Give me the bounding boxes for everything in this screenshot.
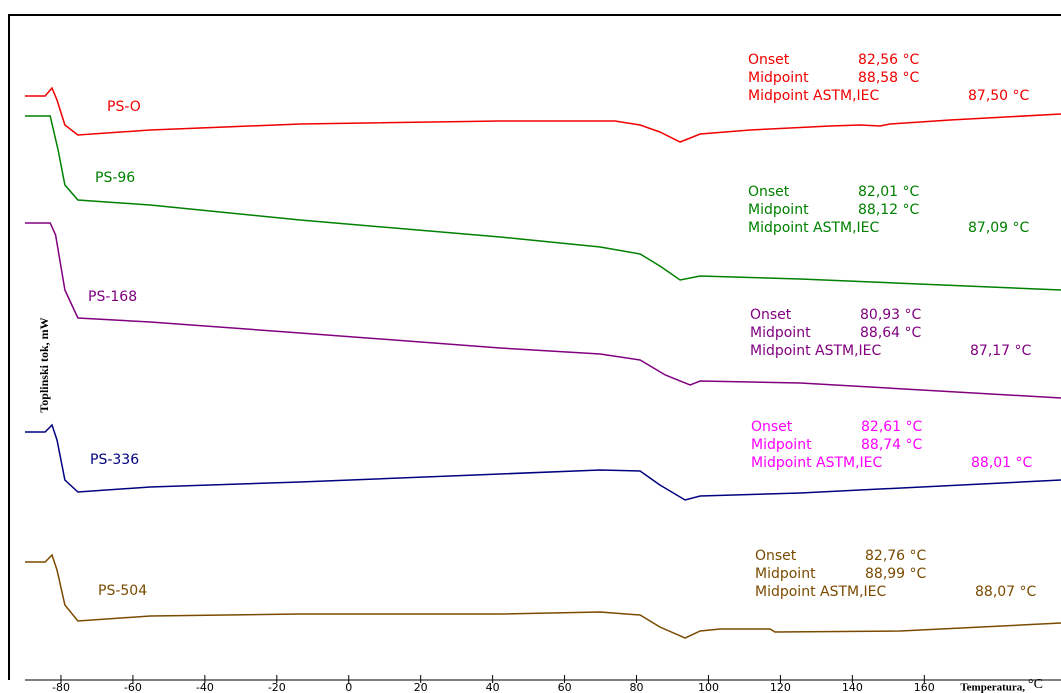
x-axis-unit: °C bbox=[1028, 677, 1043, 692]
annotation-value: 88,58 °C bbox=[858, 70, 920, 86]
annotation-label: Onset bbox=[750, 307, 792, 323]
annotation-value: 88,64 °C bbox=[860, 325, 922, 341]
annotation-label: Midpoint bbox=[748, 202, 809, 218]
x-tick-label: 160 bbox=[914, 681, 935, 693]
annotation-value: 87,09 °C bbox=[968, 220, 1030, 236]
series-label: PS-504 bbox=[98, 583, 147, 599]
annotation-label: Onset bbox=[751, 419, 793, 435]
annotation-label: Midpoint bbox=[748, 70, 809, 86]
x-axis-label: Temperatura, bbox=[960, 682, 1025, 693]
x-tick-label: 120 bbox=[770, 681, 791, 693]
x-tick-label: 40 bbox=[486, 681, 500, 693]
annotation-label: Midpoint bbox=[750, 325, 811, 341]
annotation-label: Midpoint ASTM,IEC bbox=[751, 455, 883, 471]
x-tick-label: -60 bbox=[124, 681, 142, 693]
x-tick-label: 100 bbox=[698, 681, 719, 693]
annotation-label: Midpoint bbox=[751, 437, 812, 453]
annotation-label: Onset bbox=[748, 184, 790, 200]
annotation-value: 88,01 °C bbox=[971, 455, 1033, 471]
x-tick-label: 80 bbox=[630, 681, 644, 693]
annotation-value: 80,93 °C bbox=[860, 307, 922, 323]
annotation-label: Onset bbox=[748, 52, 790, 68]
annotation-value: 87,17 °C bbox=[970, 343, 1032, 359]
annotation-label: Midpoint ASTM,IEC bbox=[755, 584, 887, 600]
series-label: PS-168 bbox=[88, 289, 137, 305]
x-tick-label: 20 bbox=[414, 681, 428, 693]
annotation-label: Midpoint ASTM,IEC bbox=[748, 88, 880, 104]
annotation-value: 88,74 °C bbox=[861, 437, 923, 453]
curve bbox=[25, 115, 1061, 291]
annotation-label: Onset bbox=[755, 548, 797, 564]
curve bbox=[25, 423, 1061, 501]
x-tick-label: 0 bbox=[345, 681, 352, 693]
x-tick-label: -40 bbox=[196, 681, 214, 693]
x-tick-label: 60 bbox=[558, 681, 572, 693]
annotation-value: 87,50 °C bbox=[968, 88, 1030, 104]
annotation-value: 88,07 °C bbox=[975, 584, 1037, 600]
curve bbox=[25, 553, 1061, 639]
annotation-value: 82,56 °C bbox=[858, 52, 920, 68]
annotation-value: 82,01 °C bbox=[858, 184, 920, 200]
curve bbox=[25, 86, 1061, 143]
annotation-value: 88,99 °C bbox=[865, 566, 927, 582]
x-tick-label: -20 bbox=[268, 681, 286, 693]
annotation-value: 88,12 °C bbox=[858, 202, 920, 218]
series-label: PS-96 bbox=[95, 170, 135, 186]
curve bbox=[25, 222, 1061, 399]
annotation-label: Midpoint bbox=[755, 566, 816, 582]
annotation-value: 82,61 °C bbox=[861, 419, 923, 435]
x-tick-label: 140 bbox=[842, 681, 863, 693]
series-label: PS-336 bbox=[90, 452, 139, 468]
annotation-value: 82,76 °C bbox=[865, 548, 927, 564]
annotation-label: Midpoint ASTM,IEC bbox=[748, 220, 880, 236]
x-tick-label: -80 bbox=[52, 681, 70, 693]
y-axis-label: Toplinski tok, mW bbox=[37, 317, 51, 412]
series-label: PS-O bbox=[107, 99, 141, 115]
annotation-label: Midpoint ASTM,IEC bbox=[750, 343, 882, 359]
